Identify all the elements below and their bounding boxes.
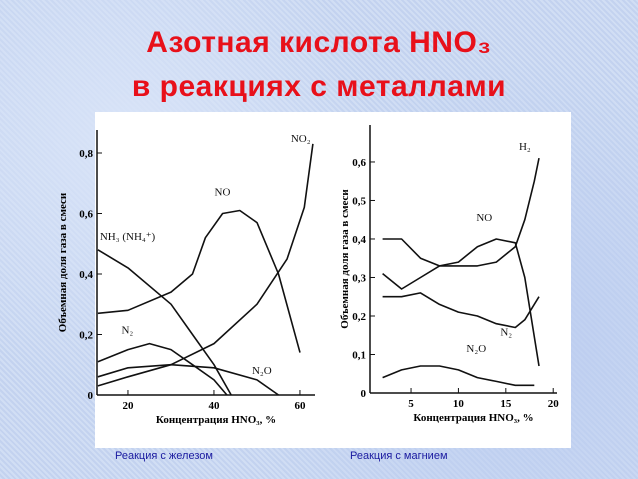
y-tick-label: 0,6 (79, 208, 93, 220)
y-tick-label: 0 (361, 388, 367, 400)
series-label: NH₃ (NH₄⁺) (100, 231, 156, 243)
y-tick-label: 0,4 (79, 269, 93, 281)
y-tick-label: 0,2 (79, 329, 93, 341)
series-label: H₂ (519, 141, 531, 153)
slide-title: Азотная кислота HNO₃ (146, 26, 492, 59)
x-tick-label: 20 (548, 398, 560, 410)
x-axis-label: Концентрация HNO₃, % (156, 414, 276, 426)
figure-panel (95, 112, 571, 448)
series-line (382, 292, 540, 329)
caption: Реакция с железом (115, 450, 213, 462)
y-tick-label: 0 (88, 390, 94, 402)
series-label: NO (476, 212, 492, 224)
caption: Реакция с магнием (350, 450, 448, 462)
x-tick-label: 10 (453, 398, 465, 410)
y-tick-label: 0,2 (352, 311, 366, 323)
y-tick-label: 0,1 (352, 349, 366, 361)
series-label: N₂O (466, 343, 486, 355)
series-line (382, 238, 540, 367)
series-label: NO₂ (291, 133, 311, 145)
x-tick-label: 60 (294, 400, 306, 412)
y-tick-label: 0,8 (79, 148, 93, 160)
y-tick-label: 0,4 (352, 234, 366, 246)
x-tick-label: 15 (500, 398, 512, 410)
series-label: NO (215, 186, 231, 198)
y-tick-label: 0,6 (352, 157, 366, 169)
series-label: N₂ (121, 325, 133, 337)
x-axis-label: Концентрация HNO₃, % (413, 412, 533, 424)
y-tick-label: 0,3 (352, 272, 366, 284)
series-line (97, 143, 314, 387)
y-tick-label: 0,5 (352, 195, 366, 207)
x-tick-label: 5 (408, 398, 414, 410)
series-line (382, 157, 540, 290)
series-label: N₂ (500, 327, 512, 339)
x-tick-label: 20 (122, 400, 134, 412)
series-line (97, 342, 228, 396)
series-line (382, 365, 535, 387)
x-tick-label: 40 (208, 400, 220, 412)
series-line (97, 209, 301, 353)
y-axis-label: Объемная доля газа в смеси (339, 189, 351, 329)
y-axis-label: Объемная доля газа в смеси (57, 192, 69, 332)
slide-title: в реакциях с металлами (131, 70, 507, 103)
series-line (97, 249, 232, 396)
series-line (97, 363, 279, 396)
series-label: N₂O (252, 365, 272, 377)
